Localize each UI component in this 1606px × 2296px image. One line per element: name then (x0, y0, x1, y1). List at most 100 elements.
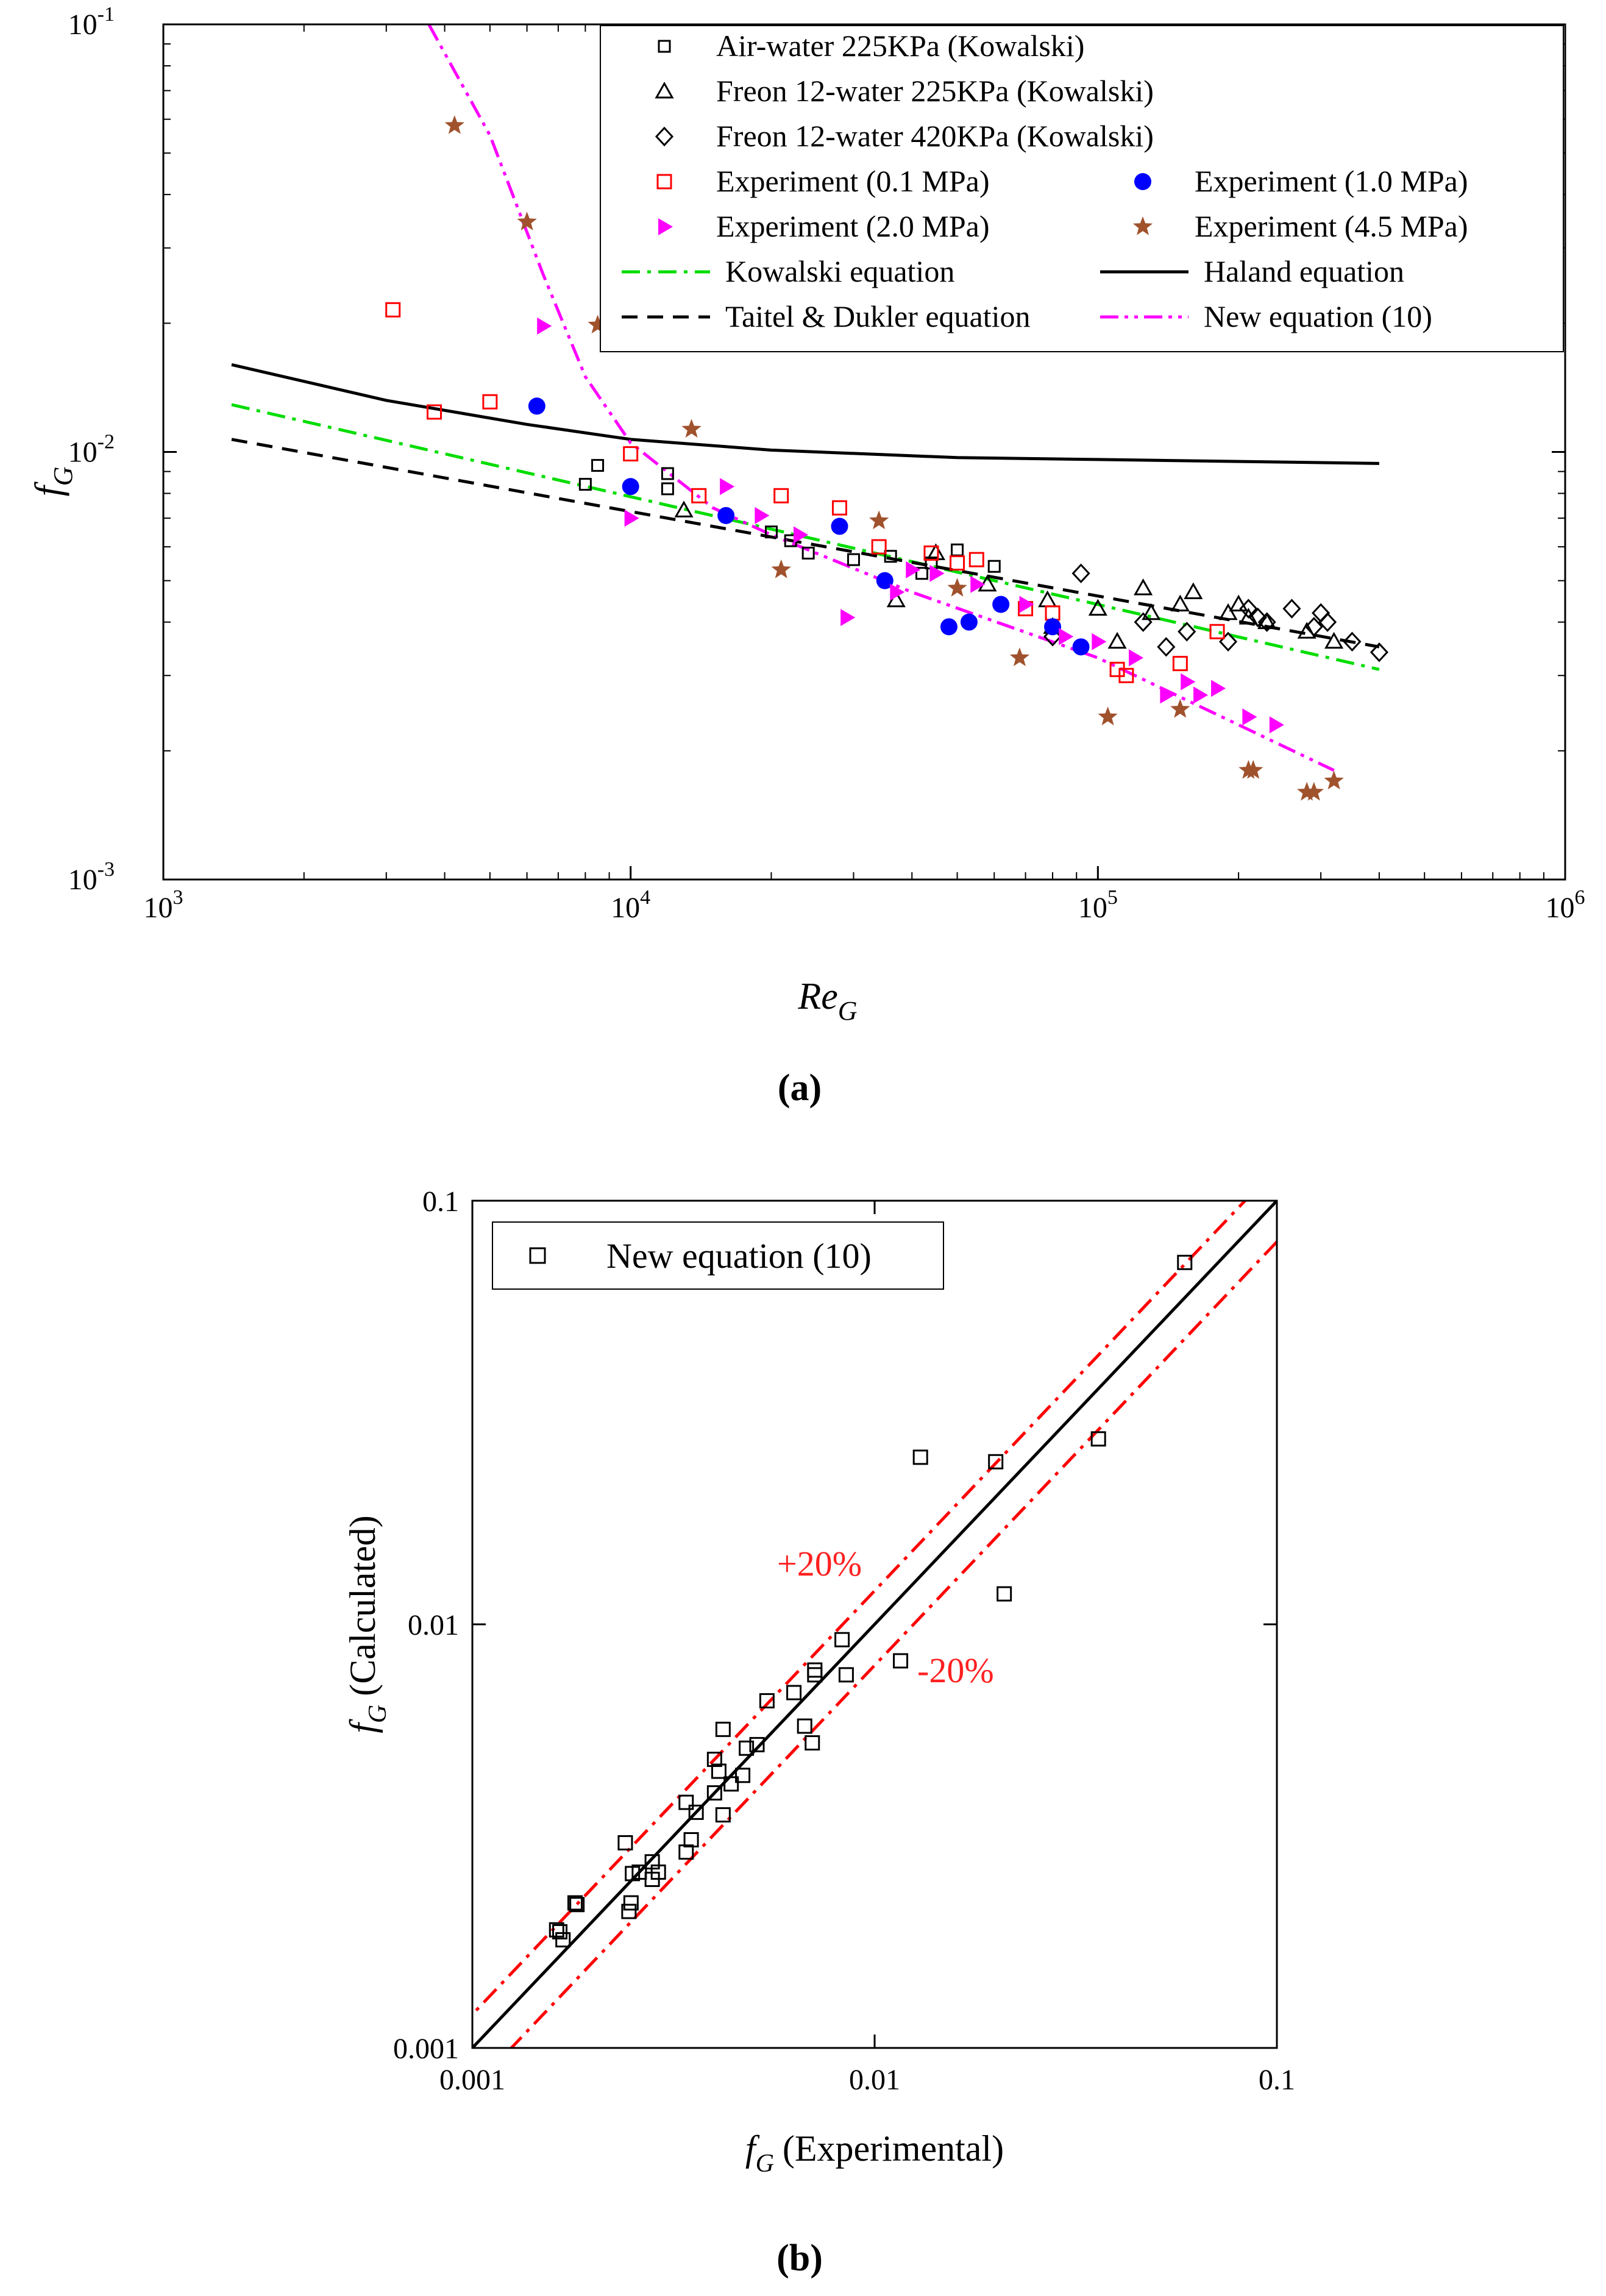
legend-label-taitel-dukler-equation: Taitel & Dukler equation (725, 299, 1031, 333)
point-a-s4 (1072, 638, 1090, 656)
point-a-s2 (1282, 599, 1301, 619)
legend-label-experiment-1-0-mpa-: Experiment (1.0 MPa) (1195, 164, 1468, 198)
point-a-s5 (1059, 628, 1074, 645)
point-a-s1 (674, 500, 694, 517)
point-b (688, 1804, 704, 1820)
point-a-s5 (906, 561, 921, 578)
point-a-s4 (960, 613, 978, 631)
legend-marker-freon-12-water-420kpa-kowalski- (655, 126, 674, 147)
line-new-equation-10- (427, 23, 1335, 772)
point-a-s4 (831, 517, 848, 535)
point-b (838, 1667, 854, 1683)
point-a-s0 (578, 478, 592, 491)
point-a-s3 (871, 539, 887, 555)
point-a-s1 (1142, 603, 1161, 620)
point-b (797, 1718, 812, 1734)
point-a-s2 (1043, 627, 1062, 647)
point-b (912, 1449, 928, 1465)
point-b (997, 1586, 1012, 1602)
point-a-s4 (992, 595, 1010, 613)
y-tick-label: 0.001 (393, 2033, 459, 2065)
point-a-s6 (1009, 647, 1030, 666)
line-haland-equation (231, 363, 1379, 465)
x-tick-label: 106 (1546, 886, 1585, 924)
line-b-20 (472, 1201, 1248, 2017)
point-a-s6 (1304, 781, 1324, 801)
chart-a-ylabel: fG (28, 466, 78, 496)
y-tick-label: 10-2 (68, 431, 115, 469)
point-a-s4 (1044, 618, 1062, 636)
point-a-s3 (427, 404, 442, 420)
y-tick-label: 0.01 (408, 1609, 459, 1641)
point-b (678, 1844, 694, 1860)
point-b (759, 1693, 775, 1708)
point-b (706, 1785, 722, 1801)
chart-a: 103 104 105 106 10-3 10-2 10-1 Air-water 225KP… (28, 3, 1585, 1109)
point-a-s0 (915, 567, 928, 580)
line-b-20 (509, 1239, 1277, 2048)
point-b (623, 1895, 639, 1911)
line-taitel-dukler-equation (231, 438, 1380, 649)
point-a-s3 (968, 552, 984, 567)
annotation-plus-20: +20% (777, 1544, 862, 1583)
point-a-s3 (1172, 656, 1188, 672)
point-b (569, 1897, 585, 1913)
point-b (786, 1685, 802, 1701)
point-b (988, 1454, 1004, 1470)
point-a-s4 (622, 478, 639, 496)
point-a-s6 (444, 115, 464, 134)
point-b (834, 1632, 850, 1647)
point-b (567, 1895, 583, 1911)
legend-b-frame (492, 1221, 944, 1290)
point-a-s5 (970, 575, 986, 593)
point-b (749, 1736, 765, 1752)
point-a-s1 (1184, 582, 1203, 600)
x-tick-label: 104 (611, 886, 650, 924)
point-b (650, 1864, 666, 1880)
point-b (893, 1653, 909, 1669)
point-a-s6 (1170, 698, 1190, 718)
point-a-s5 (1211, 680, 1226, 697)
point-a-s0 (764, 525, 778, 539)
point-a-s3 (950, 555, 965, 571)
x-tick-label: 103 (144, 886, 183, 924)
point-a-s0 (951, 543, 964, 556)
legend-marker-experiment-4-5-mpa- (1132, 216, 1153, 235)
point-a-s6 (1297, 781, 1317, 801)
point-a-s5 (1092, 633, 1107, 650)
point-a-s2 (1178, 622, 1196, 642)
point-b (617, 1835, 633, 1850)
point-a-s3 (1209, 624, 1225, 639)
point-a-s5 (929, 564, 945, 582)
point-a-s5 (755, 506, 770, 524)
point-a-s6 (1098, 706, 1118, 725)
legend-label-air-water-225kpa-kowalski-: Air-water 225KPa (Kowalski) (716, 29, 1084, 63)
point-a-s0 (847, 553, 860, 566)
point-a-s2 (1071, 563, 1090, 583)
point-a-s3 (831, 500, 847, 516)
point-b (715, 1807, 731, 1823)
point-b (621, 1903, 637, 1919)
point-a-s5 (890, 583, 905, 601)
point-a-s6 (771, 559, 791, 578)
line-kowalski-equation (231, 403, 1380, 671)
legend-label-new-equation-10-: New equation (10) (1204, 299, 1432, 333)
point-a-s0 (801, 546, 815, 560)
legend-label-haland-equation: Haland equation (1204, 254, 1404, 288)
point-a-s3 (482, 394, 498, 410)
point-a-s0 (987, 560, 1001, 573)
point-a-s3 (923, 545, 939, 561)
point-a-s0 (661, 482, 674, 496)
point-a-s5 (1019, 595, 1034, 613)
annotation-minus-20: -20% (917, 1651, 994, 1690)
point-a-s1 (1088, 599, 1107, 616)
y-tick-label: 10-3 (68, 858, 115, 896)
x-tick-label: 0.01 (849, 2064, 900, 2096)
legend-label-experiment-0-1-mpa-: Experiment (0.1 MPa) (716, 164, 990, 198)
point-b (683, 1832, 699, 1848)
point-a-s4 (528, 397, 545, 415)
point-a-s6 (681, 419, 702, 438)
panel-label-a: (a) (778, 1067, 822, 1109)
point-a-s5 (1193, 686, 1209, 704)
